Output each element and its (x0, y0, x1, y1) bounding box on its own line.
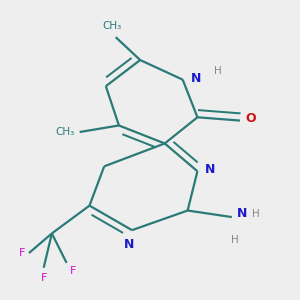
Text: N: N (205, 163, 215, 176)
Text: N: N (237, 207, 247, 220)
Text: CH₃: CH₃ (56, 127, 75, 137)
Text: F: F (19, 248, 26, 258)
Text: H: H (231, 235, 239, 245)
Text: N: N (124, 238, 134, 251)
Text: H: H (252, 209, 260, 219)
Text: O: O (246, 112, 256, 125)
Text: F: F (40, 273, 47, 283)
Text: CH₃: CH₃ (103, 21, 122, 31)
Text: F: F (70, 266, 76, 276)
Text: N: N (191, 71, 201, 85)
Text: H: H (214, 67, 221, 76)
